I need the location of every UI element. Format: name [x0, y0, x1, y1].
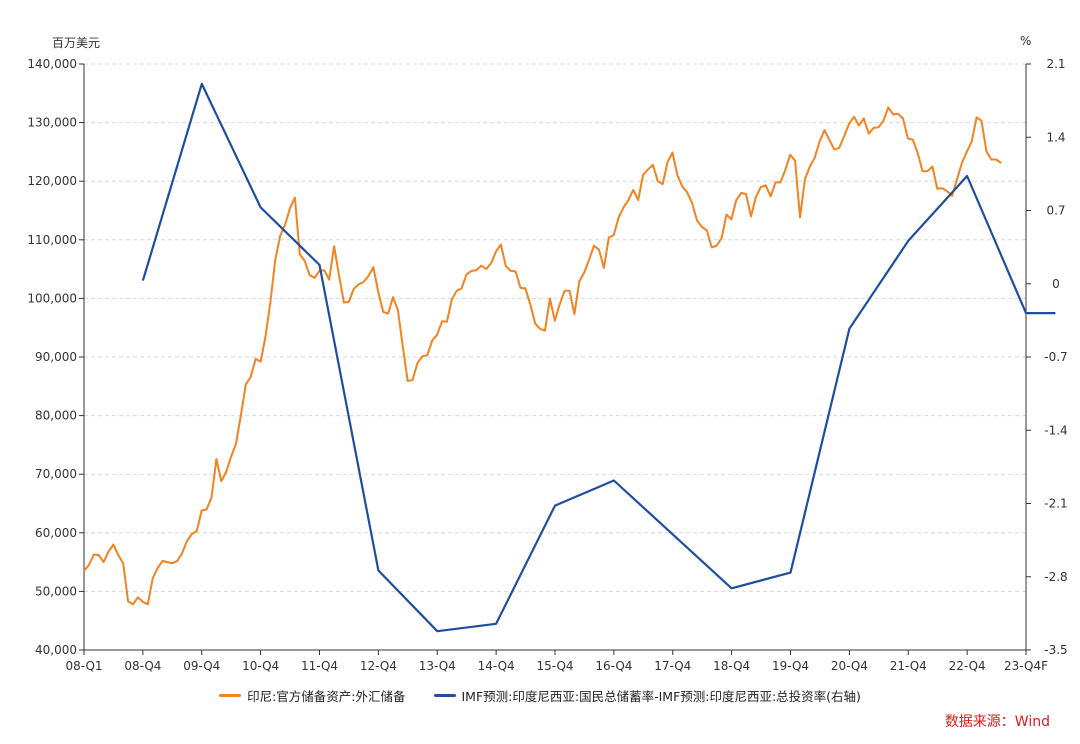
x-tick-label: 15-Q4: [536, 659, 573, 673]
right-tick-label: -0.7: [1044, 350, 1067, 364]
x-tick-label: 22-Q4: [949, 659, 986, 673]
legend-label-reserves: 印尼:官方储备资产:外汇储备: [247, 689, 406, 704]
left-tick-label: 70,000: [35, 467, 77, 481]
x-tick-label: 19-Q4: [772, 659, 809, 673]
right-tick-label: 0.7: [1046, 204, 1065, 218]
right-tick-label: -2.8: [1044, 570, 1067, 584]
left-tick-label: 50,000: [35, 584, 77, 598]
left-tick-label: 100,000: [27, 291, 77, 305]
x-tick-label: 11-Q4: [301, 659, 338, 673]
legend: 印尼:官方储备资产:外汇储备 IMF预测:印度尼西亚:国民总储蓄率-IMF预测:…: [0, 686, 1080, 705]
left-tick-label: 40,000: [35, 643, 77, 657]
left-tick-label: 60,000: [35, 526, 77, 540]
x-tick-label: 08-Q4: [124, 659, 161, 673]
right-axis-unit: %: [1020, 34, 1032, 48]
left-tick-labels: 40,000 50,000 60,000 70,000 80,000 90,000 100,…: [27, 57, 77, 657]
grid-lines: [84, 63, 1026, 592]
left-axis-unit: 百万美元: [52, 36, 101, 50]
x-tick-label: 14-Q4: [478, 659, 515, 673]
series-lines: [83, 82, 1056, 633]
left-tick-label: 80,000: [35, 409, 77, 423]
source-note: 数据来源：Wind: [944, 714, 1050, 730]
legend-label-savings-gap: IMF预测:印度尼西亚:国民总储蓄率-IMF预测:印度尼西亚:总投资率(右轴): [461, 689, 861, 704]
x-tick-label: 13-Q4: [419, 659, 456, 673]
right-tick-label: 0: [1052, 277, 1060, 291]
x-tick-label: 12-Q4: [360, 659, 397, 673]
x-tick-label: 20-Q4: [831, 659, 868, 673]
right-tick-label: -2.1: [1044, 497, 1067, 511]
axes: [79, 63, 1031, 655]
left-tick-label: 110,000: [27, 233, 77, 247]
x-tick-label: 16-Q4: [595, 659, 632, 673]
left-tick-label: 90,000: [35, 350, 77, 364]
left-tick-label: 130,000: [27, 116, 77, 130]
x-tick-labels: 08-Q1 08-Q4 09-Q4 10-Q4 11-Q4 12-Q4 13-Q4 14-Q4…: [65, 659, 1048, 673]
series-line-savings-gap: [141, 82, 1056, 633]
legend-swatch-reserves: [219, 694, 242, 697]
x-tick-label: 18-Q4: [713, 659, 750, 673]
right-tick-label: 1.4: [1046, 130, 1065, 144]
legend-item-reserves[interactable]: 印尼:官方储备资产:外汇储备: [219, 686, 406, 705]
right-tick-label: 2.1: [1046, 57, 1065, 71]
x-tick-label: 10-Q4: [242, 659, 279, 673]
x-tick-label: 08-Q1: [65, 659, 102, 673]
x-tick-label: 21-Q4: [890, 659, 927, 673]
x-tick-label: 17-Q4: [654, 659, 691, 673]
x-tick-label: 09-Q4: [183, 659, 220, 673]
series-line-reserves: [83, 106, 1002, 606]
left-tick-label: 140,000: [27, 57, 77, 71]
x-tick-label: 23-Q4F: [1004, 659, 1048, 673]
legend-item-savings-gap[interactable]: IMF预测:印度尼西亚:国民总储蓄率-IMF预测:印度尼西亚:总投资率(右轴): [433, 686, 861, 705]
right-tick-label: -3.5: [1044, 643, 1067, 657]
legend-swatch-savings-gap: [433, 694, 456, 697]
right-tick-label: -1.4: [1044, 423, 1067, 437]
right-tick-labels: -3.5 -2.8 -2.1 -1.4 -0.7 0 0.7 1.4 2.1: [1044, 57, 1067, 657]
left-tick-label: 120,000: [27, 174, 77, 188]
